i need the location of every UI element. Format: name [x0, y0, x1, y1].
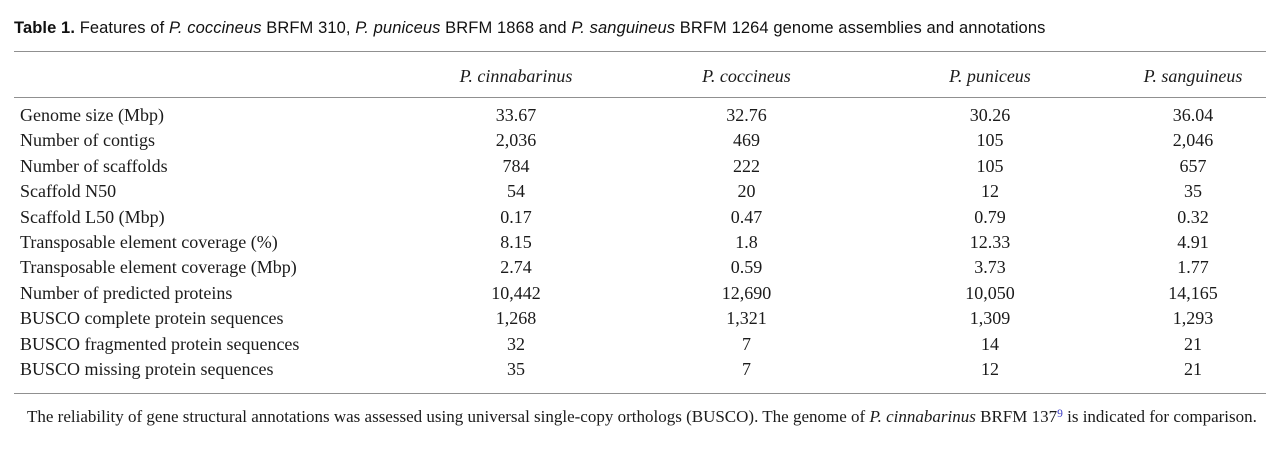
cell-value: 657 [1179, 155, 1207, 176]
table-footnote: The reliability of gene structural annot… [14, 403, 1266, 430]
genome-features-table: P. cinnabarinus P. coccineus P. puniceus… [14, 51, 1266, 395]
cell-value: 7 [742, 359, 751, 380]
cell-value: 20 [737, 181, 756, 202]
cell-value: 0.79 [974, 206, 1006, 227]
cell-value: 10,050 [965, 282, 1015, 303]
row-label: BUSCO complete protein sequences [20, 308, 284, 329]
caption-segment: Features of [75, 19, 169, 37]
cell-value: 1,293 [1172, 308, 1214, 329]
column-header-cinnabarinus: P. cinnabarinus [399, 51, 633, 98]
column-header-coccineus: P. coccineus [633, 51, 860, 98]
cell-value: 2.74 [500, 257, 532, 278]
cell-value: 8.15 [500, 232, 532, 253]
row-label: Number of predicted proteins [20, 282, 233, 303]
cell-value: 14 [981, 333, 999, 354]
cell-value: 222 [733, 155, 760, 176]
table-row: Scaffold L50 (Mbp) 0.17 0.47 0.79 0.32 [14, 205, 1266, 230]
cell-value: 35 [1184, 181, 1202, 202]
cell-value: 105 [976, 155, 1004, 176]
table-head: P. cinnabarinus P. coccineus P. puniceus… [14, 51, 1266, 98]
cell-value: 12,690 [721, 282, 772, 303]
table-row: Transposable element coverage (%) 8.15 1.8… [14, 230, 1266, 255]
table-row: Number of contigs 2,036 469 105 2,046 [14, 128, 1266, 153]
table-row: Transposable element coverage (Mbp) 2.74 0… [14, 255, 1266, 280]
footnote-segment: The reliability of gene structural annot… [27, 407, 870, 427]
table-row: BUSCO fragmented protein sequences 32 7 14 2… [14, 332, 1266, 357]
cell-value: 10,442 [491, 282, 541, 303]
cell-value: 3.73 [974, 257, 1006, 278]
caption-segment: BRFM 1264 genome assemblies and annotati… [675, 19, 1046, 37]
row-label: Transposable element coverage (%) [20, 232, 278, 253]
caption-segment: BRFM 1868 and [440, 19, 572, 37]
cell-value: 35 [507, 359, 525, 380]
table-row: BUSCO missing protein sequences 35 7 12 21 [14, 357, 1266, 394]
cell-value: 1,268 [495, 308, 537, 329]
cell-value: 12.33 [969, 232, 1011, 253]
table-row: Scaffold N50 54 20 12 35 [14, 179, 1266, 204]
row-label: BUSCO missing protein sequences [20, 359, 274, 380]
cell-value: 0.32 [1177, 206, 1209, 227]
reference-superscript-link[interactable]: 9 [1057, 408, 1063, 421]
cell-value: 21 [1184, 333, 1202, 354]
cell-value: 469 [733, 130, 760, 151]
cell-value: 32 [507, 333, 525, 354]
cell-value: 784 [502, 155, 530, 176]
cell-value: 1,321 [726, 308, 767, 329]
caption-segment: Table 1. [14, 19, 76, 37]
cell-value: 33.67 [495, 105, 537, 125]
cell-value: 30.26 [969, 105, 1011, 125]
header-stub-cell [14, 51, 399, 98]
caption-segment: P. puniceus [355, 19, 441, 37]
cell-value: 1.8 [735, 232, 758, 253]
table-header-row: P. cinnabarinus P. coccineus P. puniceus… [14, 51, 1266, 98]
row-label: Scaffold N50 [20, 181, 117, 202]
caption-segment: P. sanguineus [571, 19, 676, 37]
cell-value: 21 [1184, 359, 1202, 380]
cell-value: 12 [981, 359, 999, 380]
cell-value: 0.47 [730, 206, 763, 227]
row-label: BUSCO fragmented protein sequences [20, 333, 300, 354]
cell-value: 7 [742, 333, 751, 354]
cell-value: 36.04 [1172, 105, 1214, 125]
caption-segment: BRFM 310, [261, 19, 356, 37]
row-label: Scaffold L50 (Mbp) [20, 206, 165, 227]
column-header-sanguineus: P. sanguineus [1120, 51, 1266, 98]
row-label: Genome size (Mbp) [20, 105, 164, 125]
cell-value: 105 [976, 130, 1004, 151]
footnote-segment: is indicated for comparison. [1062, 407, 1257, 427]
caption-segment: P. coccineus [168, 19, 262, 37]
cell-value: 14,165 [1168, 282, 1218, 303]
cell-value: 4.91 [1177, 232, 1209, 253]
cell-value: 0.17 [500, 206, 532, 227]
cell-value: 2,046 [1172, 130, 1214, 151]
table-row: BUSCO complete protein sequences 1,268 1,3… [14, 306, 1266, 331]
row-label: Number of scaffolds [20, 155, 168, 176]
column-header-puniceus: P. puniceus [860, 51, 1120, 98]
cell-value: 2,036 [495, 130, 537, 151]
table-row: Genome size (Mbp) 33.67 32.76 30.26 36.04 [14, 98, 1266, 129]
cell-value: 1.77 [1177, 257, 1209, 278]
table-body: Genome size (Mbp) 33.67 32.76 30.26 36.04 Num… [14, 98, 1266, 394]
row-label: Transposable element coverage (Mbp) [20, 257, 297, 278]
cell-value: 12 [981, 181, 999, 202]
footnote-segment: P. cinnabarinus [869, 407, 976, 427]
table-row: Number of scaffolds 784 222 105 657 [14, 154, 1266, 179]
table-caption: Table 1. Features of P. coccineus BRFM 3… [14, 18, 1266, 38]
cell-value: 54 [507, 181, 525, 202]
row-label: Number of contigs [20, 130, 155, 151]
footnote-segment: BRFM 137 [975, 407, 1058, 427]
table-row: Number of predicted proteins 10,442 12,690… [14, 281, 1266, 306]
cell-value: 1,309 [969, 308, 1011, 329]
cell-value: 32.76 [726, 105, 767, 125]
cell-value: 0.59 [730, 257, 763, 278]
